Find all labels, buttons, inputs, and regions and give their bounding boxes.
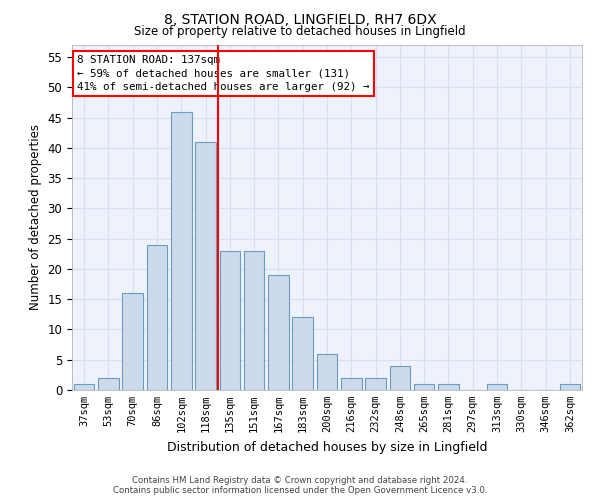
Text: 8, STATION ROAD, LINGFIELD, RH7 6DX: 8, STATION ROAD, LINGFIELD, RH7 6DX xyxy=(164,12,436,26)
Text: Size of property relative to detached houses in Lingfield: Size of property relative to detached ho… xyxy=(134,25,466,38)
Bar xyxy=(122,293,143,390)
Bar xyxy=(317,354,337,390)
Bar xyxy=(560,384,580,390)
Bar xyxy=(244,251,265,390)
Bar xyxy=(438,384,459,390)
Bar xyxy=(292,318,313,390)
Bar xyxy=(195,142,216,390)
Y-axis label: Number of detached properties: Number of detached properties xyxy=(29,124,42,310)
Bar xyxy=(268,275,289,390)
Bar xyxy=(389,366,410,390)
Text: Contains HM Land Registry data © Crown copyright and database right 2024.
Contai: Contains HM Land Registry data © Crown c… xyxy=(113,476,487,495)
Text: 8 STATION ROAD: 137sqm
← 59% of detached houses are smaller (131)
41% of semi-de: 8 STATION ROAD: 137sqm ← 59% of detached… xyxy=(77,56,370,92)
Bar xyxy=(146,244,167,390)
Bar xyxy=(98,378,119,390)
Bar xyxy=(414,384,434,390)
Bar xyxy=(365,378,386,390)
Bar xyxy=(487,384,508,390)
X-axis label: Distribution of detached houses by size in Lingfield: Distribution of detached houses by size … xyxy=(167,440,487,454)
Bar xyxy=(220,251,240,390)
Bar xyxy=(341,378,362,390)
Bar xyxy=(171,112,191,390)
Bar xyxy=(74,384,94,390)
